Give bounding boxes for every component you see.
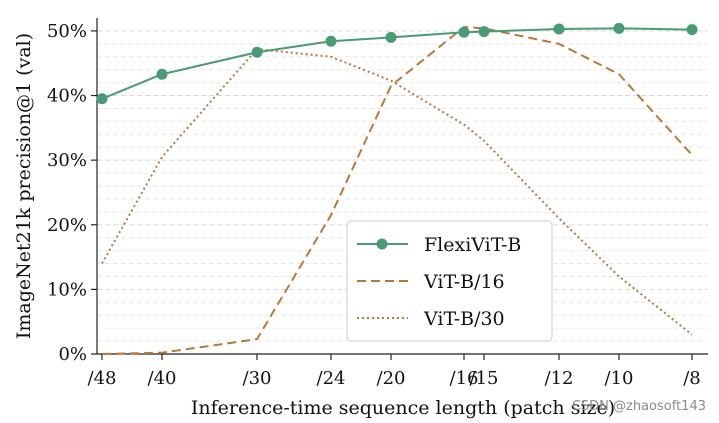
series-line-flexivit-b — [101, 27, 693, 100]
watermark-text: CSDN @zhaosoft143 — [572, 399, 706, 414]
series-line-vit-b-16 — [101, 26, 693, 355]
series-line-vit-b-30 — [101, 48, 693, 336]
legend-label-vit-b-30: ViT-B/30 — [423, 308, 505, 330]
legend: FlexiViT-B ViT-B/16 ViT-B/30 — [346, 220, 553, 342]
data-point-flexivit-b — [156, 68, 168, 80]
x-tick-label: /10 — [605, 368, 634, 389]
x-tick-label: /40 — [148, 368, 177, 389]
y-tick-label: 40% — [47, 86, 87, 107]
x-ticks: /48/40/30/24/20/16/15/12/10/8 — [88, 354, 701, 389]
axes — [96, 18, 708, 355]
x-tick-label: /20 — [377, 368, 406, 389]
legend-label-flexivit-b: FlexiViT-B — [424, 234, 521, 256]
y-tick-label: 50% — [47, 21, 87, 42]
y-tick-label: 10% — [47, 279, 87, 300]
y-ticks: 0% 10% 20% 30% 40% 50% — [47, 21, 97, 365]
y-tick-label: 0% — [58, 344, 87, 365]
data-point-flexivit-b — [553, 23, 565, 35]
x-tick-label: /8 — [683, 368, 701, 389]
x-tick-label: /48 — [88, 368, 117, 389]
data-point-flexivit-b — [251, 46, 263, 58]
x-axis-title: Inference-time sequence length (patch si… — [191, 397, 615, 419]
y-tick-label: 20% — [47, 215, 87, 236]
data-point-flexivit-b — [686, 24, 698, 36]
y-tick-label: 30% — [47, 150, 87, 171]
data-point-flexivit-b — [96, 93, 108, 105]
data-point-flexivit-b — [458, 26, 470, 38]
legend-label-vit-b-16: ViT-B/16 — [423, 271, 505, 293]
legend-box — [346, 220, 553, 342]
series-layer — [96, 22, 698, 355]
x-tick-label: /24 — [317, 368, 346, 389]
data-point-flexivit-b — [325, 35, 337, 47]
x-tick-label: /16 — [450, 368, 479, 389]
data-point-flexivit-b — [478, 26, 490, 38]
data-point-flexivit-b — [613, 22, 625, 34]
x-tick-label: /12 — [545, 368, 574, 389]
x-tick-label: /30 — [243, 368, 272, 389]
x-tick-label: /15 — [470, 368, 499, 389]
y-axis-title: ImageNet21k precision@1 (val) — [13, 33, 35, 339]
legend-marker-flexivit-b — [376, 238, 388, 250]
data-point-flexivit-b — [385, 31, 397, 43]
